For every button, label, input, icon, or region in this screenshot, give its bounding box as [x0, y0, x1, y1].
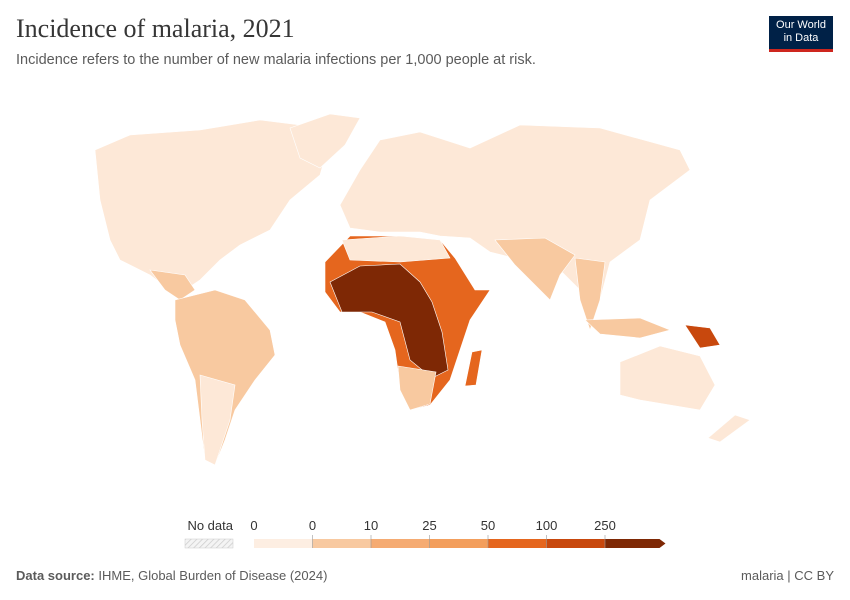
subtitle: Incidence refers to the number of new ma… — [16, 52, 536, 68]
australia — [619, 345, 716, 411]
legend-label: 0 — [250, 518, 257, 533]
north-america — [94, 119, 331, 291]
north-africa — [341, 235, 451, 263]
central-america — [149, 269, 196, 301]
madagascar — [464, 349, 483, 387]
new-zealand — [707, 414, 751, 443]
source-label: Data source: — [16, 568, 95, 583]
south-america-south — [199, 374, 236, 466]
indonesia — [584, 317, 671, 339]
map: No data 0 0 10 25 50 100 250 — [94, 113, 751, 549]
eurasia — [339, 124, 691, 301]
legend-no-data-label: No data — [187, 518, 233, 533]
southeast-asia — [574, 257, 606, 331]
countries — [94, 113, 751, 466]
source-text: IHME, Global Burden of Disease (2024) — [98, 568, 328, 583]
footer-license: malaria | CC BY — [741, 568, 834, 583]
legend-swatch — [488, 539, 547, 548]
south-america — [174, 289, 276, 466]
legend-label: 25 — [422, 518, 436, 533]
papua-new-guinea — [684, 324, 721, 349]
southern-africa — [397, 365, 437, 411]
footer-source: Data source: IHME, Global Burden of Dise… — [16, 568, 327, 583]
legend-swatch — [312, 539, 371, 548]
legend-swatch — [371, 539, 430, 548]
legend: 0 0 10 25 50 100 250 — [250, 518, 666, 548]
logo-text: Our World — [776, 19, 826, 31]
legend-label: 100 — [536, 518, 558, 533]
legend-swatch — [429, 539, 488, 548]
logo[interactable]: Our World in Data — [769, 16, 833, 52]
africa-high — [329, 263, 449, 379]
greenland — [289, 113, 361, 169]
logo-text: in Data — [783, 32, 819, 44]
legend-no-data-swatch — [184, 538, 234, 549]
legend-swatch — [546, 539, 605, 548]
legend-swatch — [254, 539, 313, 548]
legend-swatch — [605, 539, 666, 548]
legend-label: 10 — [364, 518, 378, 533]
legend-label: 0 — [309, 518, 316, 533]
legend-label: 50 — [481, 518, 495, 533]
title: Incidence of malaria, 2021 — [16, 14, 295, 43]
legend-label: 250 — [594, 518, 616, 533]
south-asia — [494, 237, 576, 301]
